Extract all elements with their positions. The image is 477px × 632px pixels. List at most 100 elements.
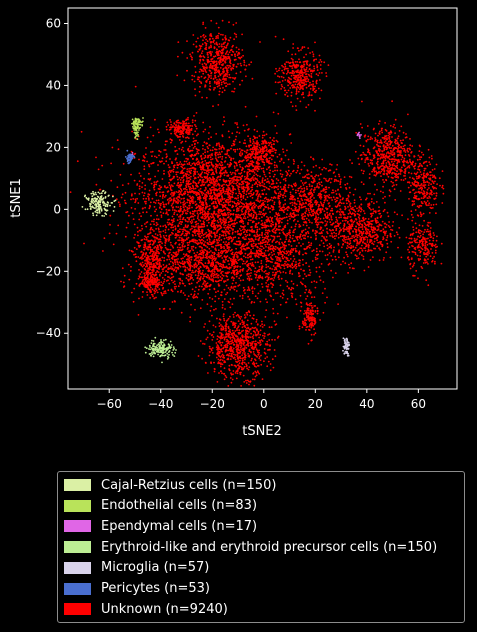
data-point (238, 252, 241, 255)
data-point (213, 212, 216, 215)
data-point (167, 202, 170, 205)
data-point (216, 261, 219, 264)
data-point (272, 298, 275, 301)
data-point (251, 176, 254, 179)
data-point (209, 264, 212, 267)
data-point (170, 226, 173, 229)
data-point (164, 244, 167, 247)
data-point (188, 150, 191, 153)
data-point (165, 208, 168, 211)
data-point (211, 347, 214, 349)
data-point (145, 211, 148, 214)
data-point (293, 258, 296, 260)
data-point (182, 167, 185, 170)
data-point (194, 119, 197, 122)
data-point (265, 219, 268, 222)
data-point (218, 284, 221, 287)
data-point (172, 206, 175, 209)
data-point (242, 286, 245, 289)
data-point (226, 255, 229, 257)
data-point (223, 373, 225, 375)
data-point (169, 223, 172, 226)
data-point (211, 154, 213, 157)
data-point (279, 284, 282, 287)
data-point (215, 356, 218, 359)
data-point (170, 266, 173, 268)
data-point (220, 344, 223, 347)
data-point (182, 176, 184, 179)
data-point (213, 308, 215, 311)
data-point (249, 350, 252, 353)
data-point (228, 263, 231, 266)
data-point (195, 152, 198, 155)
data-point (232, 238, 234, 241)
data-point (250, 215, 253, 218)
data-point (154, 210, 157, 213)
data-point (216, 143, 218, 146)
data-point (252, 239, 255, 242)
data-point (215, 346, 218, 349)
data-point (255, 362, 258, 365)
data-point (252, 247, 255, 250)
data-point (221, 219, 224, 222)
data-point (116, 186, 119, 189)
data-point (148, 207, 151, 210)
data-point (295, 171, 298, 174)
data-point (186, 266, 189, 269)
data-point (222, 188, 225, 191)
data-point (180, 142, 183, 144)
data-point (252, 192, 255, 194)
data-point (215, 249, 218, 252)
data-point (197, 260, 200, 263)
data-point (305, 217, 308, 220)
data-point (249, 195, 252, 198)
data-point (218, 185, 221, 187)
data-point (250, 250, 253, 253)
data-point (322, 311, 325, 314)
data-point (147, 178, 150, 181)
data-point (248, 188, 251, 190)
data-point (221, 166, 223, 169)
data-point (168, 258, 171, 261)
data-point (205, 284, 208, 287)
data-point (276, 220, 279, 222)
data-point (286, 316, 288, 319)
data-point (242, 217, 245, 220)
data-point (178, 261, 181, 264)
data-point (142, 211, 145, 214)
data-point (289, 240, 292, 243)
data-point (182, 273, 185, 276)
data-point (208, 269, 211, 272)
data-point (283, 211, 285, 214)
data-point (293, 239, 296, 242)
data-point (229, 358, 232, 360)
data-point (252, 263, 254, 266)
data-point (159, 151, 162, 153)
data-point (194, 241, 197, 244)
data-point (204, 151, 207, 154)
data-point (228, 364, 231, 367)
data-point (224, 170, 227, 173)
data-point (218, 255, 221, 258)
data-point (257, 242, 260, 245)
data-point (243, 175, 246, 178)
data-point (219, 356, 222, 358)
data-point (273, 253, 276, 256)
data-point (208, 237, 211, 240)
data-point (224, 344, 227, 347)
data-point (328, 243, 331, 245)
data-point (157, 199, 160, 202)
data-point (165, 234, 168, 237)
data-point (307, 173, 310, 176)
data-point (236, 327, 238, 330)
data-point (277, 179, 280, 182)
data-point (221, 158, 224, 160)
data-point (207, 192, 210, 195)
data-point (224, 153, 227, 156)
data-point (217, 183, 220, 186)
data-point (183, 153, 186, 156)
data-point (272, 250, 275, 253)
data-point (223, 336, 225, 339)
data-point (246, 254, 249, 257)
data-point (251, 184, 254, 187)
